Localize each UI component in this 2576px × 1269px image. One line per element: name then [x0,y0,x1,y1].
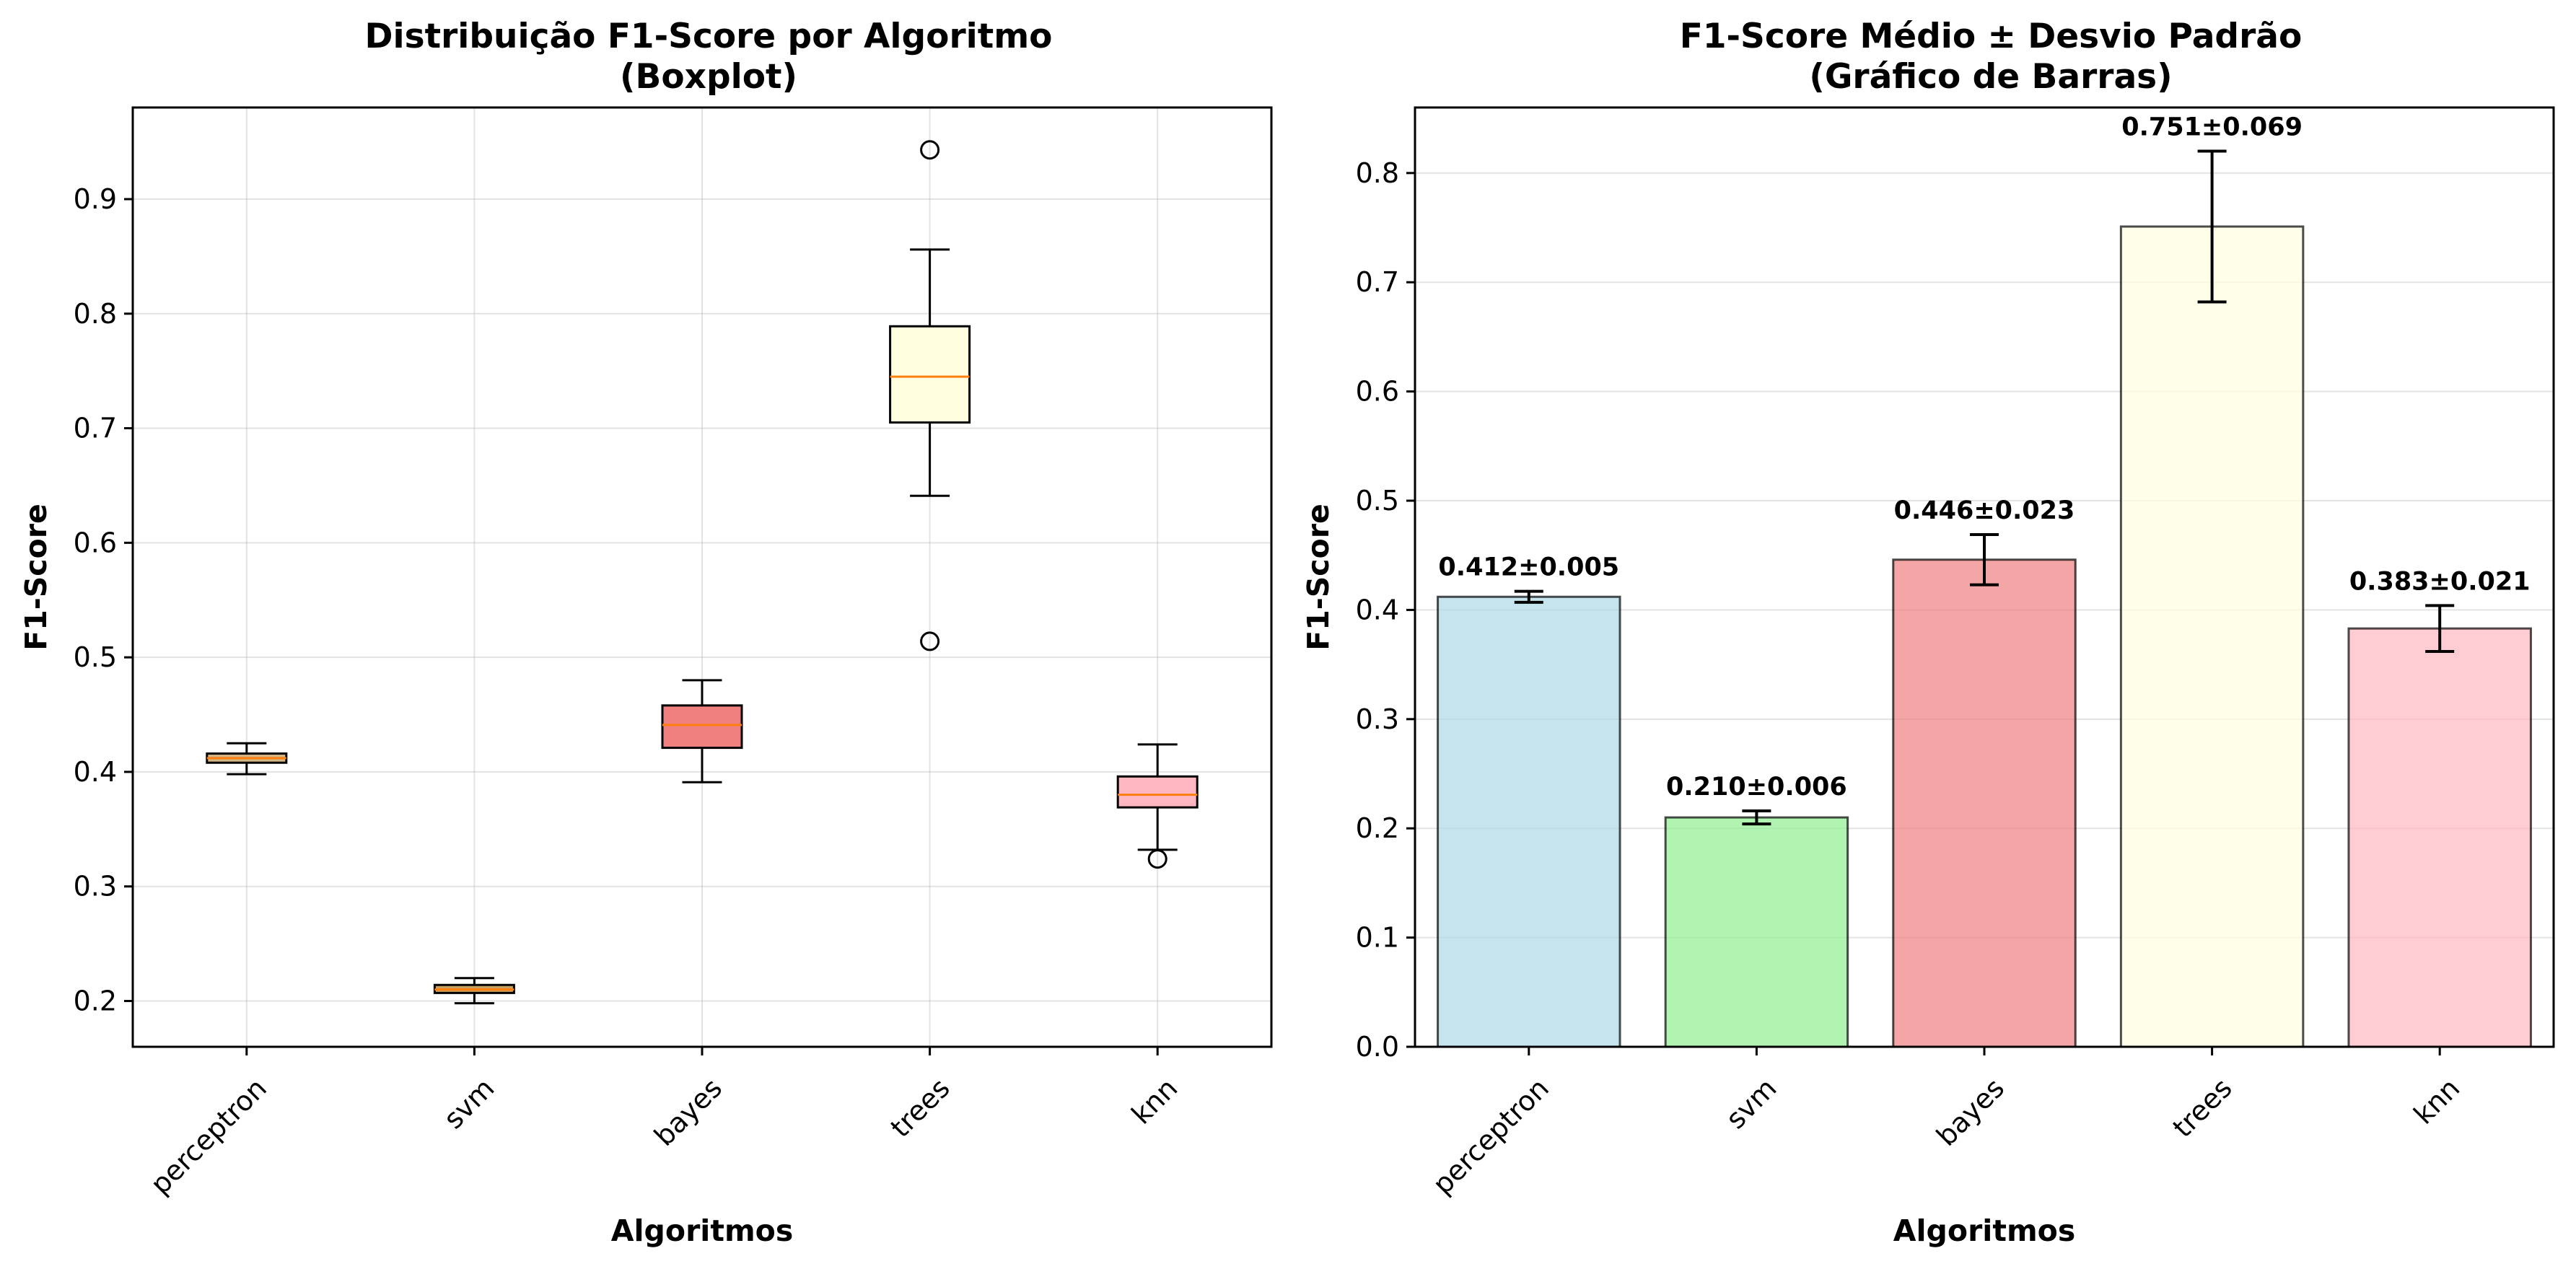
bar-rect [2347,627,2532,1048]
bar-x-tick-label: bayes [1930,1072,2010,1152]
box-trees [889,140,971,651]
box-knn [1116,743,1199,869]
bar-title: F1-Score Médio ± Desvio Padrão [1680,17,2303,56]
bar-knn: 0.383±0.021 [2347,567,2532,1048]
bar-value-label: 0.412±0.005 [1438,553,1619,582]
boxplot-y-tick-label: 0.7 [74,413,117,444]
bar-y-tick-label: 0.4 [1356,594,1399,625]
bar-rect [1664,816,1849,1048]
bar-x-tick-label: trees [2167,1072,2238,1143]
box-svm [433,977,515,1005]
boxplot-x-ticks: perceptron svm bayes trees knn [144,1047,1183,1200]
boxplot-y-tick-label: 0.2 [74,985,117,1016]
outlier-point [920,631,940,651]
bar-panel: F1-Score Médio ± Desvio Padrão (Gráfico … [1301,17,2555,1248]
outlier-point [1147,849,1167,869]
bar-y-tick-label: 0.2 [1356,812,1399,844]
box-bayes [661,679,743,783]
boxplot-x-tick-label: svm [437,1072,500,1135]
bar-rect [2119,225,2305,1048]
boxplot-y-tick-label: 0.3 [74,871,117,903]
boxplot-boxes [206,140,1199,1005]
boxplot-title: Distribuição F1-Score por Algoritmo [365,17,1053,56]
boxplot-y-tick-label: 0.4 [74,756,117,788]
boxplot-y-tick-label: 0.8 [74,298,117,330]
bar-trees: 0.751±0.069 [2119,113,2305,1048]
bar-y-tick-label: 0.5 [1356,485,1399,517]
bar-y-ticks: 0.0 0.1 0.2 0.3 0.4 0.5 0.6 0.7 0.8 [1356,157,1415,1063]
boxplot-x-axis-label: Algoritmos [611,1213,793,1248]
bar-value-label: 0.210±0.006 [1666,773,1847,802]
iqr-box [889,325,971,424]
boxplot-y-tick-label: 0.9 [74,183,117,215]
boxplot-x-tick-label: bayes [648,1072,728,1152]
bar-svm: 0.210±0.006 [1664,773,1849,1048]
bar-y-tick-label: 0.1 [1356,922,1399,954]
bar-y-tick-label: 0.8 [1356,157,1399,189]
bar-value-label: 0.751±0.069 [2121,113,2303,142]
box-perceptron [206,742,288,776]
boxplot-panel: Distribuição F1-Score por Algoritmo (Box… [19,17,1273,1248]
bar-y-tick-label: 0.7 [1356,266,1399,298]
boxplot-y-tick-label: 0.5 [74,641,117,673]
bar-x-tick-label: knn [2408,1072,2466,1130]
bar-rect [1892,558,2077,1048]
iqr-box [661,704,743,750]
boxplot-x-tick-label: knn [1126,1072,1184,1130]
bar-x-axis-label: Algoritmos [1893,1213,2075,1248]
iqr-box [1116,775,1199,809]
boxplot-y-axis-label: F1-Score [19,504,53,651]
bar-subtitle: (Gráfico de Barras) [1809,57,2172,97]
boxplot-x-tick-label: trees [885,1072,956,1143]
bar-rect [1437,595,1621,1048]
boxplot-grid [133,107,1271,1047]
bar-y-tick-label: 0.3 [1356,703,1399,735]
boxplot-y-ticks: 0.2 0.3 0.4 0.5 0.6 0.7 0.8 0.9 [74,183,133,1016]
boxplot-x-tick-label: perceptron [144,1072,273,1200]
bar-perceptron: 0.412±0.005 [1437,553,1621,1048]
bar-x-tick-label: perceptron [1427,1072,1555,1200]
bar-value-label: 0.446±0.023 [1894,496,2075,525]
bar-value-label: 0.383±0.021 [2349,567,2531,596]
bar-x-ticks: perceptron svm bayes trees knn [1427,1047,2466,1200]
bar-y-axis-label: F1-Score [1301,504,1336,651]
bar-y-tick-label: 0.6 [1356,376,1399,408]
boxplot-y-tick-label: 0.6 [74,527,117,558]
boxplot-subtitle: (Boxplot) [620,57,797,97]
bar-bayes: 0.446±0.023 [1892,496,2077,1048]
bar-x-tick-label: svm [1719,1072,1782,1135]
outlier-point [920,140,940,160]
bar-bars: 0.412±0.005 0.210±0.006 0.446±0.023 0.751±0… [1437,113,2532,1048]
bar-y-tick-label: 0.0 [1356,1031,1399,1063]
